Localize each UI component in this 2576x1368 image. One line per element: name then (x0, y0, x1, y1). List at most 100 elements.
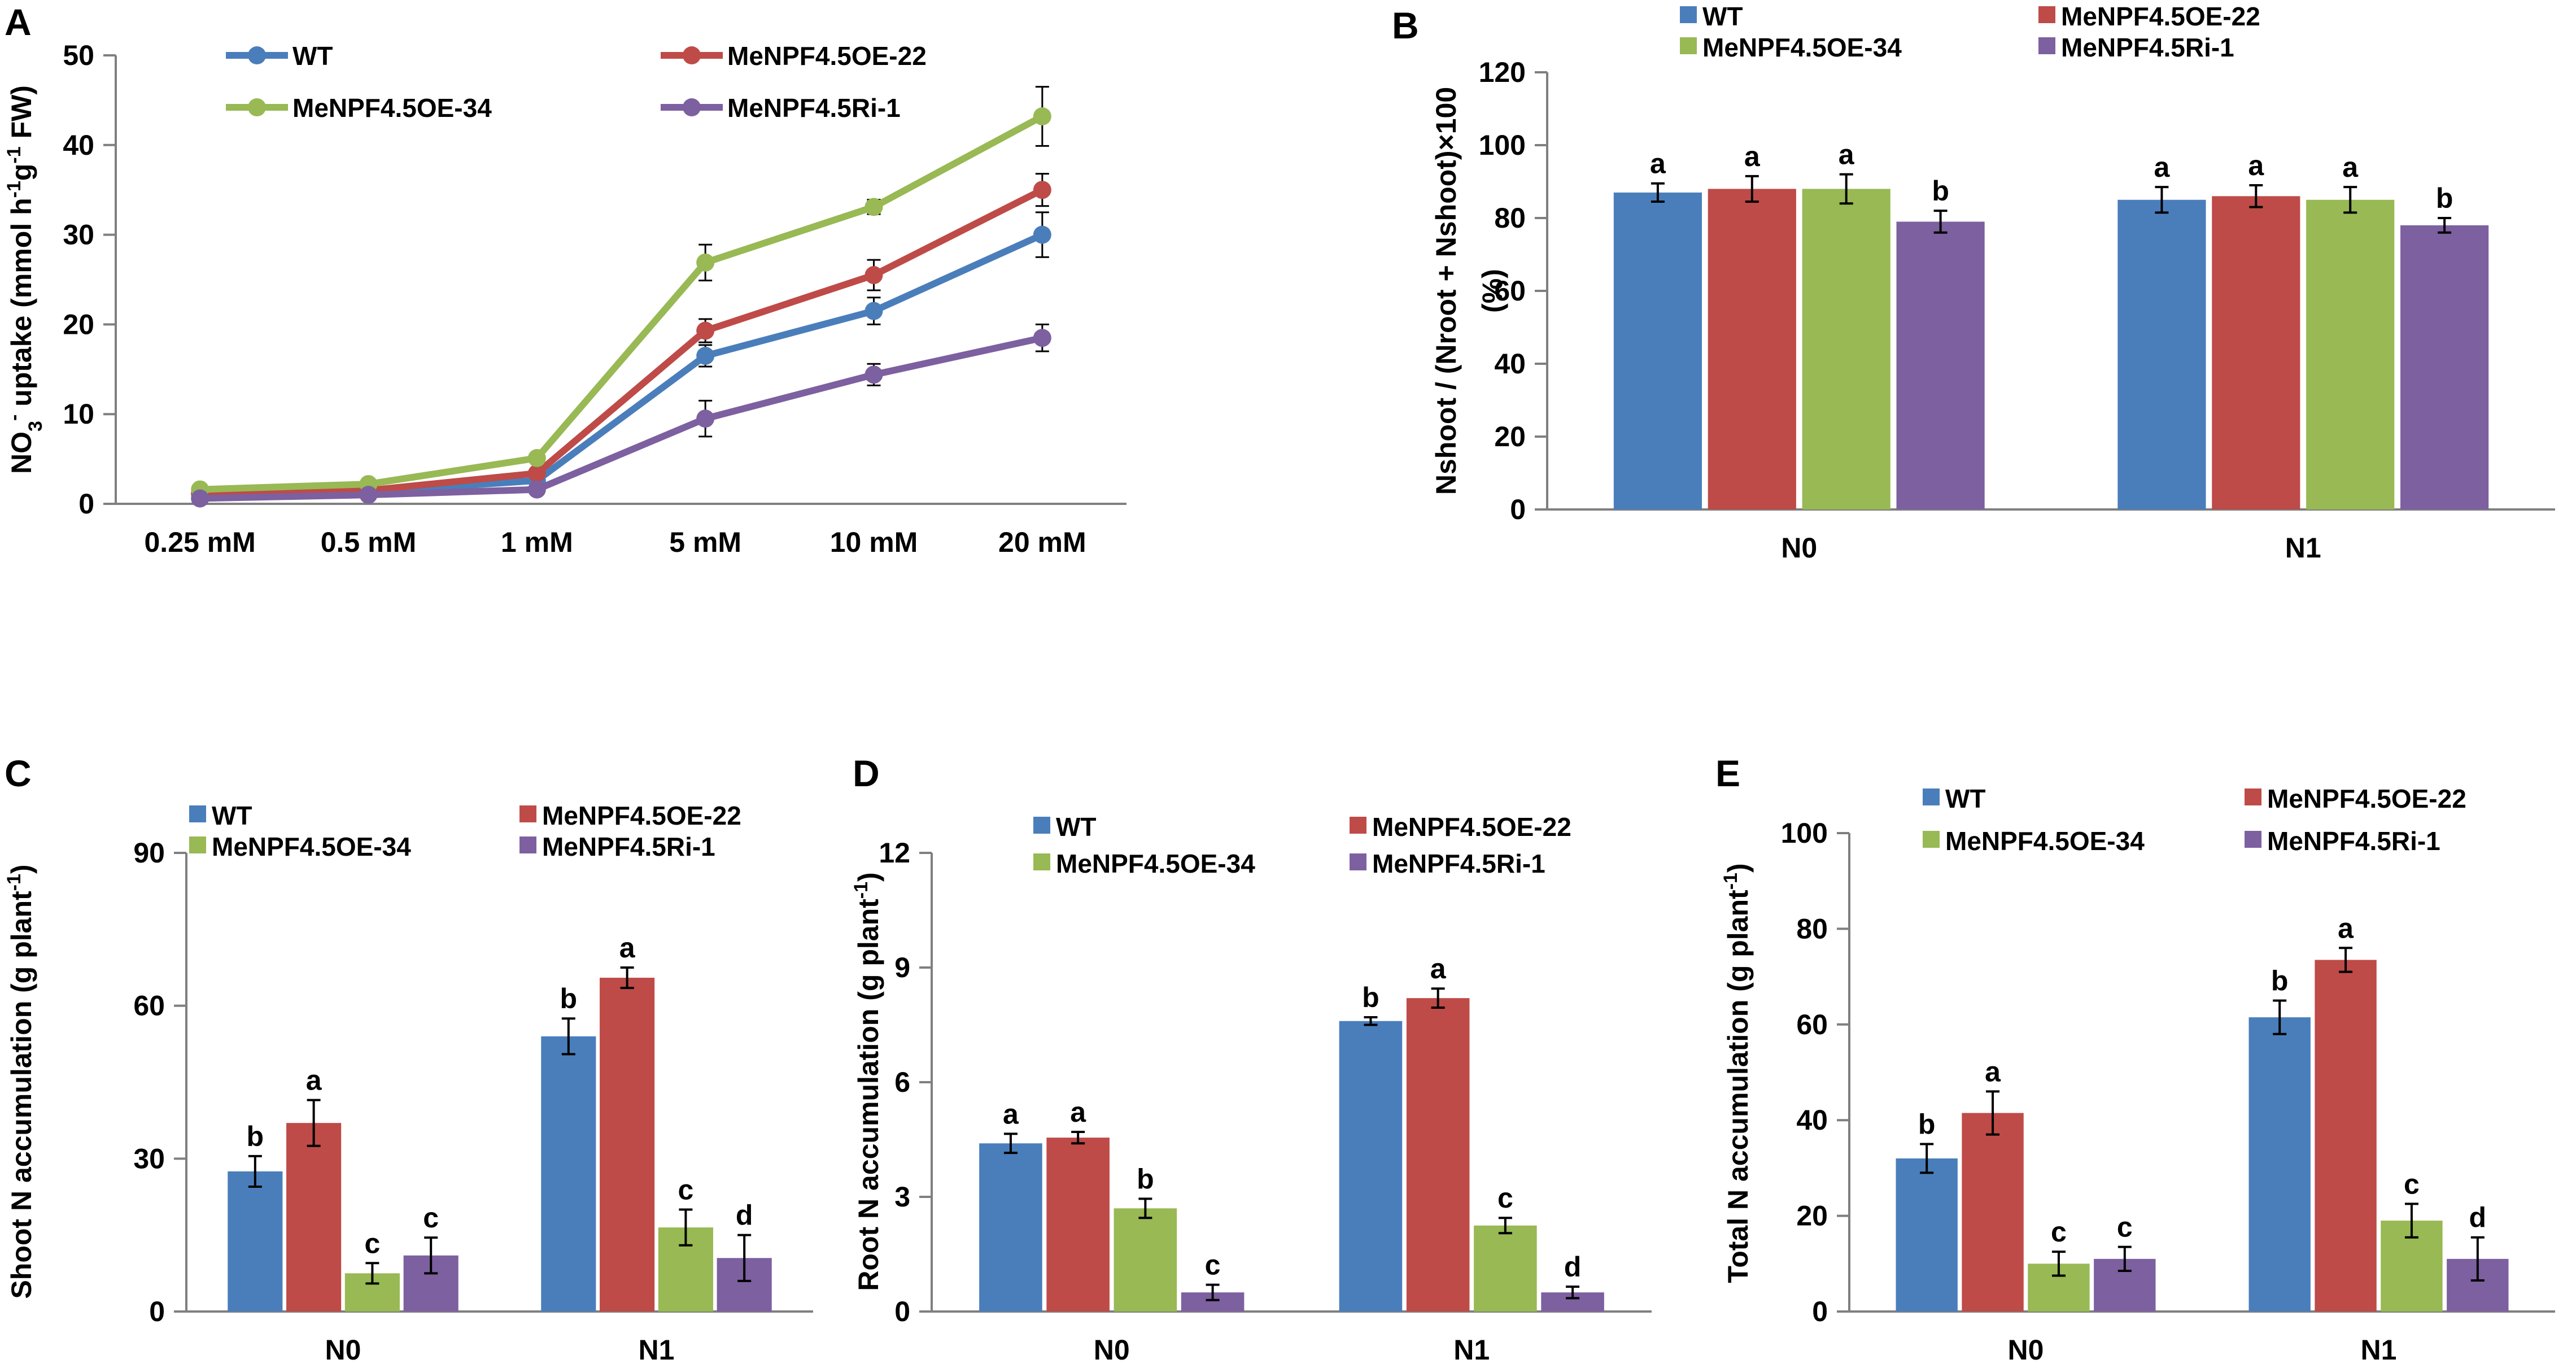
data-point (1033, 225, 1051, 244)
data-point (359, 486, 378, 504)
legend-swatch (1350, 853, 1366, 870)
bar (2400, 225, 2489, 509)
significance-letter: b (2271, 965, 2289, 996)
significance-letter: b (1137, 1163, 1154, 1195)
y-axis-title-end: ) (853, 872, 884, 882)
significance-letter: a (2338, 912, 2354, 944)
data-point (1033, 107, 1051, 125)
y-axis-title-text: Root N accumulation (g plant (853, 899, 884, 1291)
significance-letter: a (1985, 1056, 2001, 1087)
y-tick-label: 0 (1510, 494, 1526, 525)
significance-letter: a (1650, 148, 1666, 180)
legend-swatch (519, 837, 536, 853)
y-tick-label: 50 (63, 40, 94, 71)
y-axis-title-text: Nshoot / (Nroot + Nshoot)×100 (1430, 87, 1462, 495)
legend-swatch (1923, 788, 1940, 805)
y-axis-title-part: uptake (mmol h (6, 198, 37, 414)
data-point (1033, 329, 1051, 347)
significance-letter: a (1839, 139, 1855, 171)
legend: WT MeNPF4.5OE-22 MeNPF4.5OE-34 MeNPF4.5Ri-1 (1923, 784, 2466, 856)
legend-swatch (1680, 37, 1697, 54)
legend-marker (248, 46, 266, 64)
x-tick-label: N1 (639, 1334, 675, 1366)
significance-letter: b (1932, 175, 1949, 207)
x-tick-label: N1 (2361, 1334, 2397, 1366)
y-axis-title-sup: -1 (1720, 873, 1741, 890)
significance-letter: a (1003, 1098, 1019, 1130)
y-axis-title-part: -1 (3, 181, 25, 198)
significance-letter: b (1918, 1109, 1936, 1140)
legend-swatch (2038, 37, 2055, 54)
legend-swatch (1923, 831, 1940, 848)
significance-letter: a (2342, 151, 2359, 183)
y-tick-label: 60 (133, 990, 165, 1022)
bar (1896, 1158, 1958, 1312)
y-tick-label: 100 (1781, 817, 1828, 849)
legend-swatch (1033, 817, 1050, 834)
legend-swatch (2038, 6, 2055, 23)
x-tick-label: N0 (1094, 1334, 1130, 1366)
y-axis-title-text: Shoot N accumulation (g plant (6, 891, 37, 1299)
bar (1046, 1138, 1110, 1312)
legend: WT MeNPF4.5OE-22 MeNPF4.5OE-34 MeNPF4.5Ri-1 (1680, 2, 2260, 62)
data-point (865, 365, 883, 384)
panel-label-E: E (1715, 752, 1740, 794)
bar (228, 1171, 283, 1312)
y-tick-label: 60 (1796, 1009, 1828, 1040)
series-line (199, 113, 1044, 493)
y-tick-label: 40 (63, 129, 94, 161)
y-tick-label: 60 (1494, 275, 1526, 307)
data-point (191, 489, 209, 508)
data-point (865, 266, 883, 285)
series-line (200, 334, 1044, 502)
significance-letter: c (2051, 1216, 2067, 1248)
significance-letter: a (2248, 150, 2264, 181)
x-tick-label: N0 (1781, 532, 1817, 564)
x-tick-label: N1 (2285, 532, 2321, 564)
data-point (696, 346, 715, 365)
x-tick-label: N1 (1453, 1334, 1490, 1366)
bar (1802, 189, 1890, 509)
y-tick-label: 30 (63, 219, 94, 251)
panel-label-A: A (5, 1, 32, 43)
y-axis-title-part: -1 (3, 146, 25, 163)
y-tick-label: 12 (879, 837, 910, 869)
bar (1339, 1021, 1403, 1312)
legend-label: MeNPF4.5Ri-1 (2061, 33, 2234, 62)
x-tick-label: N0 (325, 1334, 361, 1366)
legend-marker (683, 98, 701, 116)
y-axis-title-sup: -1 (850, 882, 872, 899)
y-tick-label: 3 (894, 1181, 910, 1213)
significance-letter: c (678, 1174, 693, 1206)
y-tick-label: 100 (1479, 129, 1526, 161)
legend: WT MeNPF4.5OE-22 MeNPF4.5OE-34 MeNPF4.5Ri-1 (226, 41, 927, 123)
legend: WT MeNPF4.5OE-22 MeNPF4.5OE-34 MeNPF4.5Ri-1 (1033, 812, 1571, 878)
y-axis-title: Total N accumulation (g plant-1) (1720, 863, 1754, 1283)
legend-label: MeNPF4.5Ri-1 (542, 832, 715, 861)
significance-letter: b (560, 983, 578, 1014)
legend-swatch (519, 805, 536, 822)
y-tick-label: 0 (78, 488, 94, 520)
significance-letter: c (364, 1227, 380, 1259)
x-tick-label: 0.25 mM (145, 526, 256, 558)
legend-label: MeNPF4.5OE-22 (2267, 784, 2466, 813)
legend-swatch (1680, 6, 1697, 23)
data-point (527, 480, 546, 499)
y-axis-title-unit: (%) (1477, 269, 1508, 313)
y-axis-title: Nshoot / (Nroot + Nshoot)×100 (1430, 87, 1462, 495)
y-tick-label: 0 (149, 1296, 165, 1327)
bar (2248, 1017, 2311, 1312)
significance-letter: b (247, 1121, 264, 1152)
significance-letter: c (1497, 1182, 1513, 1214)
significance-letter: d (2469, 1202, 2487, 1234)
bar (1708, 189, 1796, 509)
data-point (527, 449, 546, 468)
data-point (865, 302, 883, 320)
legend-label: MeNPF4.5Ri-1 (2267, 826, 2440, 856)
significance-letter: c (2404, 1168, 2420, 1200)
bar (979, 1143, 1042, 1312)
significance-letter: d (736, 1200, 753, 1231)
significance-letter: c (1205, 1249, 1221, 1281)
legend-label: WT (1702, 2, 1743, 31)
bar (2117, 199, 2206, 509)
